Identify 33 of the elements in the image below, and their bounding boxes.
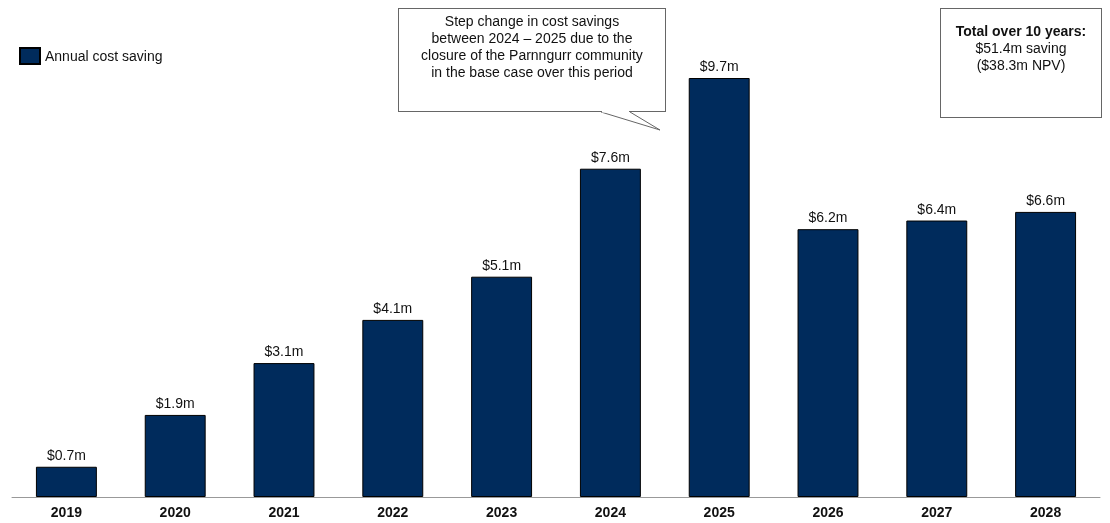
bar <box>688 78 750 497</box>
bar <box>471 276 533 497</box>
bar <box>35 466 97 497</box>
bar <box>1015 211 1077 497</box>
bar <box>253 363 315 497</box>
bar <box>797 229 859 497</box>
legend-label: Annual cost saving <box>45 48 163 64</box>
data-label: $1.9m <box>155 394 195 411</box>
data-label: $4.1m <box>373 299 413 316</box>
data-label: $7.6m <box>590 148 630 165</box>
x-tick-label: 2021 <box>268 504 300 520</box>
bar <box>906 220 968 497</box>
data-label: $9.7m <box>699 58 739 74</box>
data-label: $3.1m <box>264 343 304 360</box>
x-tick-label: 2027 <box>921 504 953 520</box>
bar <box>362 319 424 497</box>
data-label: $5.1m <box>482 256 522 273</box>
data-label: $6.2m <box>808 209 848 226</box>
x-tick-label: 2024 <box>594 504 627 520</box>
data-label: $6.6m <box>1026 191 1066 208</box>
x-tick-label: 2020 <box>159 504 191 520</box>
x-tick-label: 2022 <box>377 504 409 520</box>
x-tick-label: 2023 <box>486 504 518 520</box>
data-label: $0.7m <box>46 446 86 463</box>
annotation: Step change in cost savings between 2024 – 2025 due to the closure of the Parnngurr community in the base case over this period <box>398 8 666 112</box>
x-tick-label: 2025 <box>703 504 735 520</box>
x-tick-label: 2026 <box>812 504 844 520</box>
bar <box>579 168 641 497</box>
x-tick-label: 2019 <box>50 504 83 520</box>
x-tick-label: 2028 <box>1030 504 1062 520</box>
note-box: Total over 10 years: $51.4m saving ($38.3m NPV) <box>940 8 1102 118</box>
data-label: $6.4m <box>917 200 957 217</box>
bar <box>144 414 206 497</box>
